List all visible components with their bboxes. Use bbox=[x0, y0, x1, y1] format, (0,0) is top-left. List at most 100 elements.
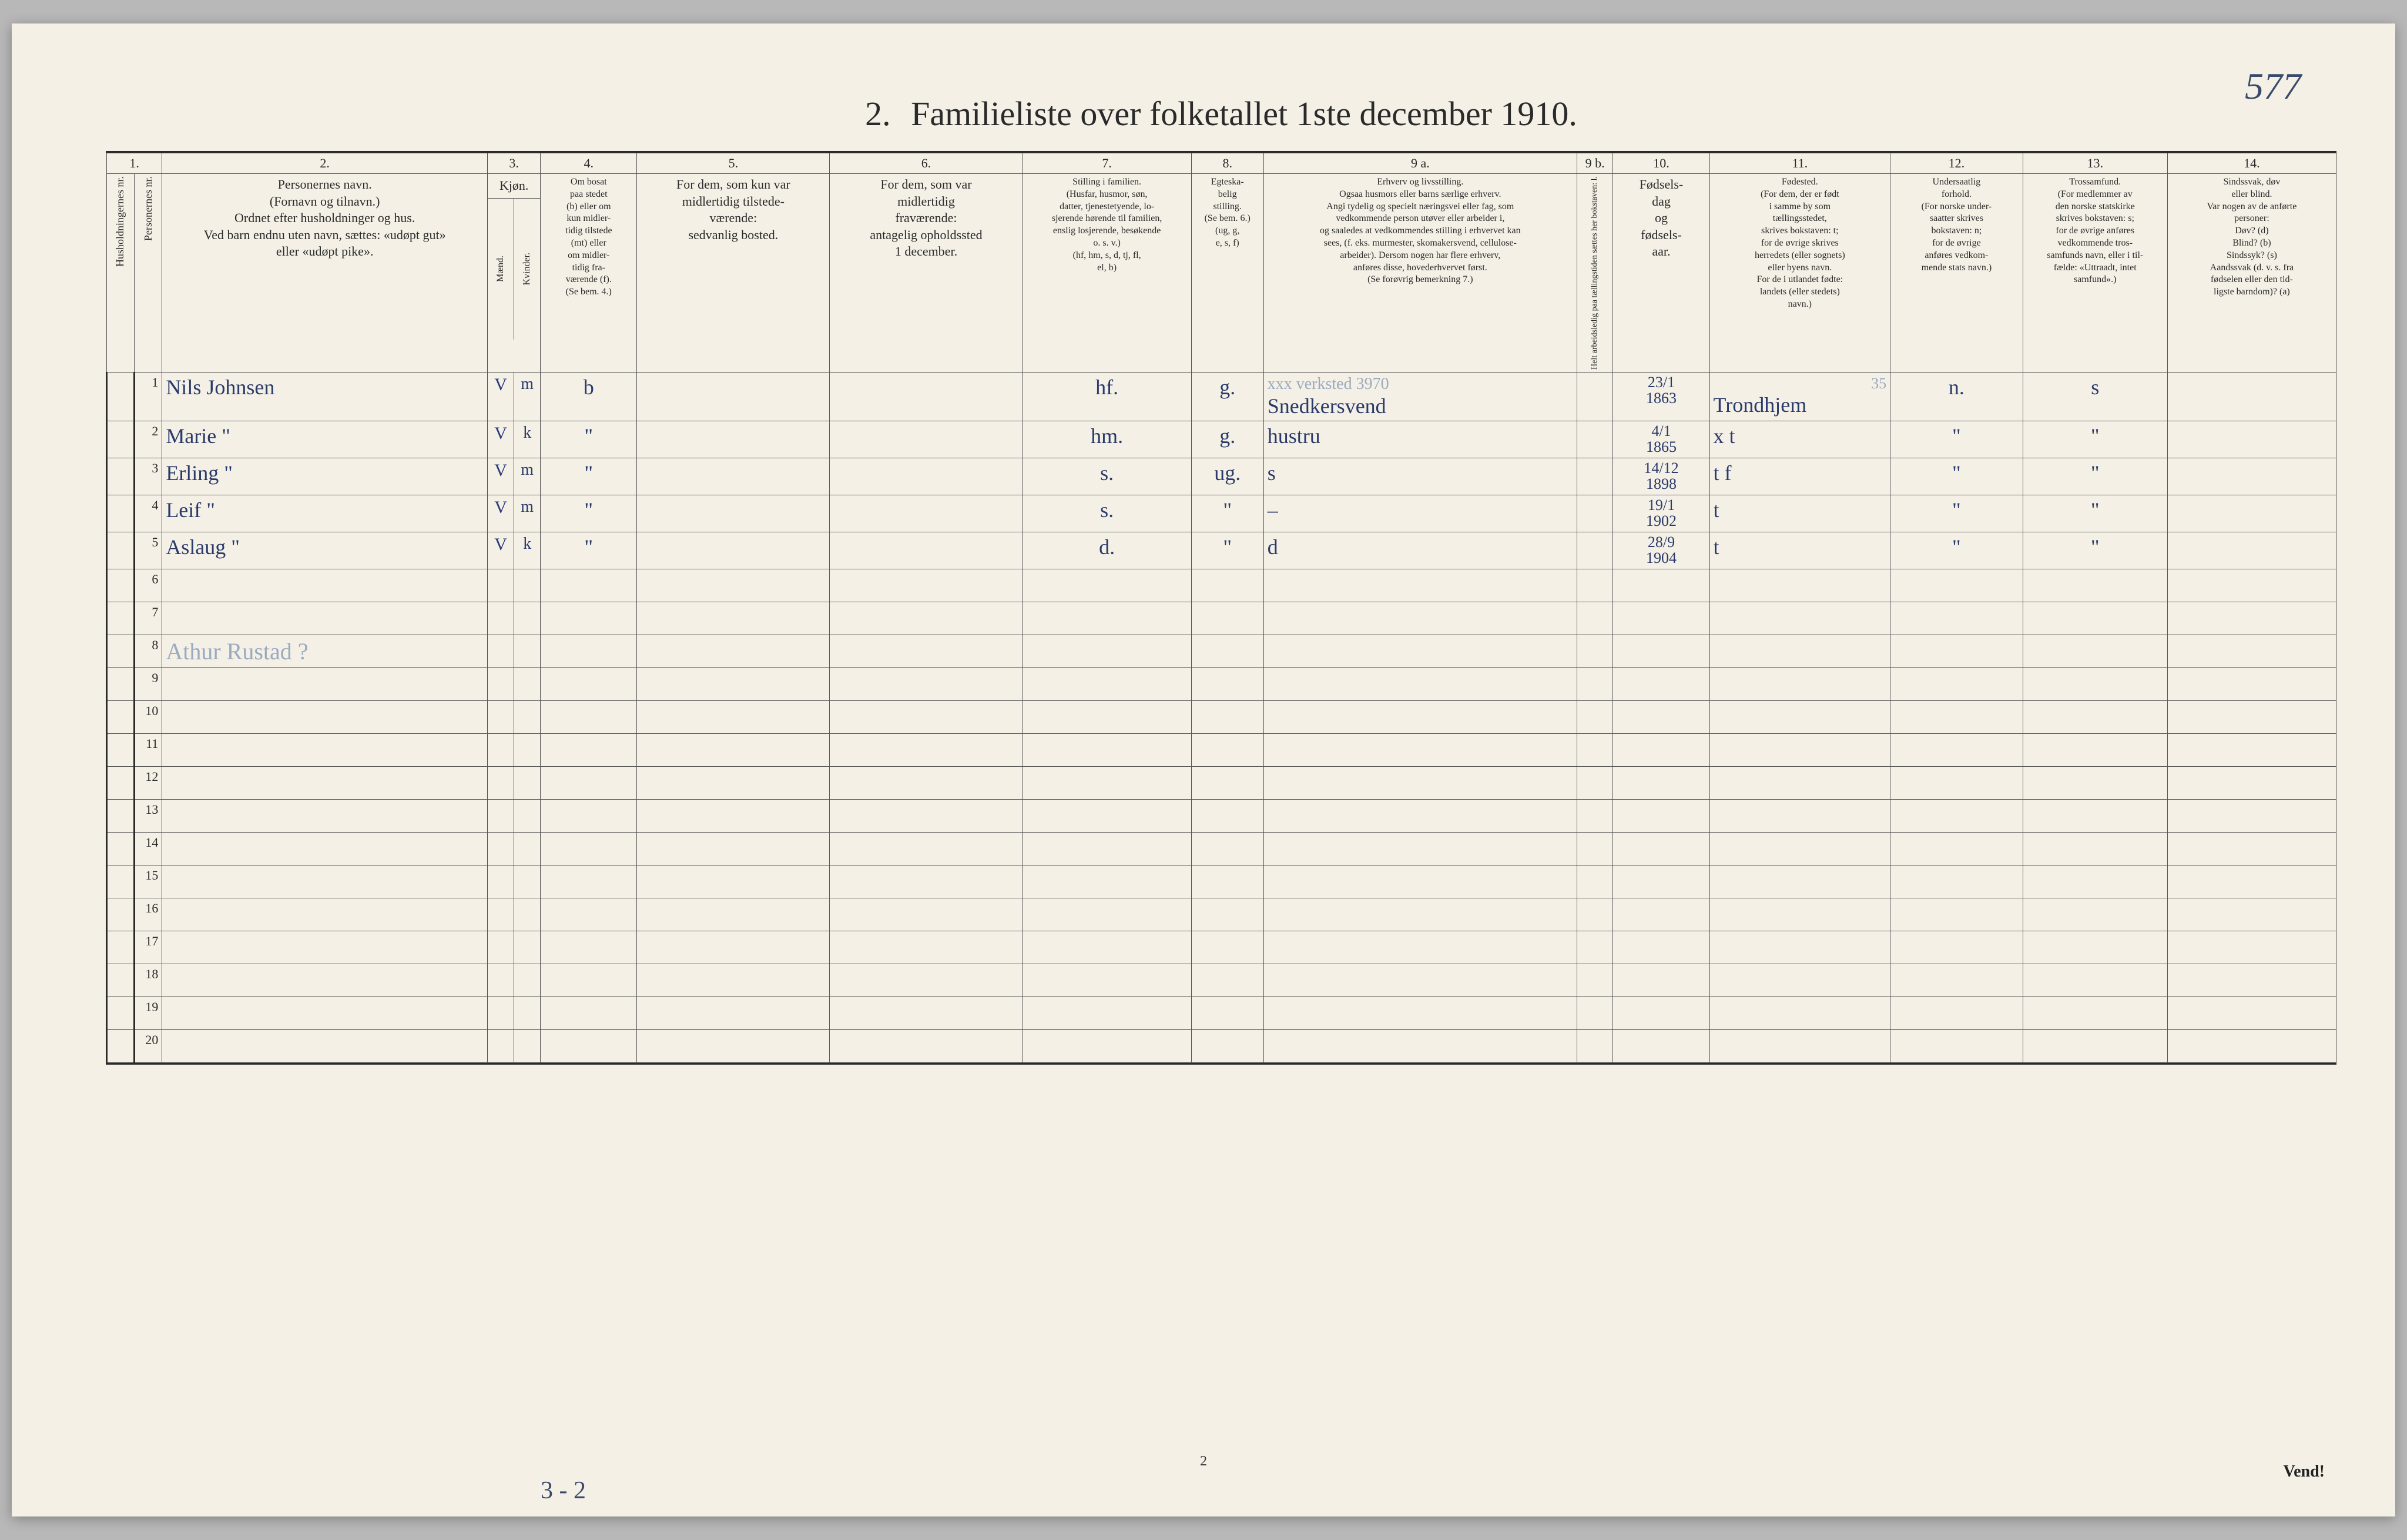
cell-undersaat bbox=[1890, 865, 2023, 898]
cell-navn: Leif " bbox=[162, 495, 488, 532]
cell-midl-frav bbox=[830, 602, 1023, 635]
cell-tros: " bbox=[2023, 458, 2167, 495]
cell-maend bbox=[488, 635, 514, 667]
cell-navn: Erling " bbox=[162, 458, 488, 495]
cell-arbeidsledig bbox=[1577, 766, 1613, 799]
cell-fodested bbox=[1709, 898, 1890, 931]
cell-egteskab: g. bbox=[1191, 421, 1263, 458]
cell-arbeidsledig bbox=[1577, 1029, 1613, 1062]
cell-midl-frav bbox=[830, 865, 1023, 898]
cell-erhverv bbox=[1263, 700, 1577, 733]
cell-navn: Marie " bbox=[162, 421, 488, 458]
corner-page-number: 577 bbox=[2245, 65, 2301, 108]
cell-kvinder bbox=[514, 602, 541, 635]
cell-arbeidsledig bbox=[1577, 667, 1613, 700]
header-kjon: Kjøn. Mænd. Kvinder. bbox=[488, 174, 541, 373]
cell-bosat bbox=[541, 898, 637, 931]
cell-person-nr: 16 bbox=[135, 898, 162, 931]
cell-person-nr: 3 bbox=[135, 458, 162, 495]
cell-midl-tilstede bbox=[637, 766, 830, 799]
cell-person-nr: 6 bbox=[135, 569, 162, 602]
cell-stilling bbox=[1023, 931, 1191, 964]
cell-hh bbox=[107, 667, 135, 700]
cell-egteskab bbox=[1191, 733, 1263, 766]
header-erhverv: Erhverv og livsstilling. Ogsaa husmors e… bbox=[1263, 174, 1577, 373]
cell-fodested: t bbox=[1709, 495, 1890, 532]
cell-bosat: " bbox=[541, 421, 637, 458]
cell-dob bbox=[1613, 1029, 1709, 1062]
cell-bosat: " bbox=[541, 458, 637, 495]
cell-fodested bbox=[1709, 832, 1890, 865]
cell-fodested bbox=[1709, 569, 1890, 602]
cell-midl-frav bbox=[830, 421, 1023, 458]
cell-navn bbox=[162, 931, 488, 964]
cell-stilling: hf. bbox=[1023, 372, 1191, 421]
table-row: 9 bbox=[107, 667, 2336, 700]
cell-sindssvak bbox=[2167, 635, 2336, 667]
cell-egteskab bbox=[1191, 799, 1263, 832]
cell-midl-frav bbox=[830, 667, 1023, 700]
cell-dob: 4/1 1865 bbox=[1613, 421, 1709, 458]
cell-midl-frav bbox=[830, 532, 1023, 569]
cell-navn bbox=[162, 667, 488, 700]
cell-bosat bbox=[541, 799, 637, 832]
cell-kvinder: m bbox=[514, 495, 541, 532]
cell-stilling bbox=[1023, 733, 1191, 766]
cell-stilling bbox=[1023, 1029, 1191, 1062]
header-hh-nr: Husholdningernes nr. bbox=[107, 174, 135, 373]
cell-hh bbox=[107, 997, 135, 1029]
cell-arbeidsledig bbox=[1577, 799, 1613, 832]
cell-dob bbox=[1613, 865, 1709, 898]
cell-dob bbox=[1613, 832, 1709, 865]
cell-arbeidsledig bbox=[1577, 532, 1613, 569]
header-row: Husholdningernes nr. Personernes nr. Per… bbox=[107, 174, 2336, 373]
cell-sindssvak bbox=[2167, 372, 2336, 421]
cell-midl-tilstede bbox=[637, 569, 830, 602]
cell-stilling: s. bbox=[1023, 495, 1191, 532]
cell-undersaat bbox=[1890, 964, 2023, 997]
table-row: 3Erling "Vm"s.ug.s14/12 1898t f"" bbox=[107, 458, 2336, 495]
cell-maend bbox=[488, 667, 514, 700]
cell-kvinder: k bbox=[514, 532, 541, 569]
cell-sindssvak bbox=[2167, 569, 2336, 602]
header-navn: Personernes navn. (Fornavn og tilnavn.) … bbox=[162, 174, 488, 373]
cell-egteskab: ug. bbox=[1191, 458, 1263, 495]
cell-bosat bbox=[541, 667, 637, 700]
header-midl-fravaerende: For dem, som var midlertidig fraværende:… bbox=[830, 174, 1023, 373]
cell-tros bbox=[2023, 799, 2167, 832]
cell-person-nr: 18 bbox=[135, 964, 162, 997]
colnum-14: 14. bbox=[2167, 153, 2336, 174]
cell-navn bbox=[162, 865, 488, 898]
cell-midl-tilstede bbox=[637, 458, 830, 495]
cell-bosat: " bbox=[541, 532, 637, 569]
cell-undersaat bbox=[1890, 635, 2023, 667]
table-row: 8Athur Rustad ? bbox=[107, 635, 2336, 667]
cell-person-nr: 10 bbox=[135, 700, 162, 733]
cell-sindssvak bbox=[2167, 421, 2336, 458]
cell-stilling bbox=[1023, 569, 1191, 602]
cell-kvinder bbox=[514, 997, 541, 1029]
cell-hh bbox=[107, 1029, 135, 1062]
cell-undersaat: n. bbox=[1890, 372, 2023, 421]
cell-midl-frav bbox=[830, 997, 1023, 1029]
cell-tros bbox=[2023, 997, 2167, 1029]
cell-undersaat: " bbox=[1890, 458, 2023, 495]
cell-bosat bbox=[541, 997, 637, 1029]
cell-dob bbox=[1613, 898, 1709, 931]
cell-bosat bbox=[541, 733, 637, 766]
cell-erhverv bbox=[1263, 832, 1577, 865]
cell-sindssvak bbox=[2167, 931, 2336, 964]
cell-kvinder bbox=[514, 799, 541, 832]
cell-fodested bbox=[1709, 733, 1890, 766]
cell-bosat bbox=[541, 766, 637, 799]
cell-hh bbox=[107, 865, 135, 898]
header-kvinder: Kvinder. bbox=[521, 253, 534, 286]
cell-person-nr: 19 bbox=[135, 997, 162, 1029]
cell-maend bbox=[488, 865, 514, 898]
cell-bosat bbox=[541, 832, 637, 865]
cell-midl-tilstede bbox=[637, 931, 830, 964]
table-row: 19 bbox=[107, 997, 2336, 1029]
title-text: Familieliste over folketallet 1ste decem… bbox=[911, 95, 1577, 133]
cell-egteskab bbox=[1191, 635, 1263, 667]
cell-midl-frav bbox=[830, 495, 1023, 532]
